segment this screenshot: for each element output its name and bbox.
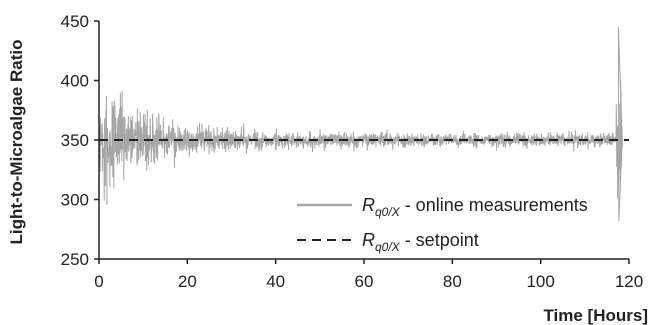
- x-tick-label: 60: [355, 272, 374, 291]
- legend-label: Rq0/X - setpoint: [362, 230, 479, 254]
- x-tick-label: 20: [178, 272, 197, 291]
- y-tick-label: 300: [61, 191, 89, 210]
- legend-item-setpoint: Rq0/X - setpoint: [297, 230, 479, 254]
- x-tick-label: 0: [94, 272, 103, 291]
- y-axis-title: Light-to-Microalgae Ratio: [7, 40, 26, 245]
- y-tick-label: 350: [61, 131, 89, 150]
- y-tick-label: 250: [61, 250, 89, 269]
- legend: Rq0/X - online measurements Rq0/X - setpo…: [297, 195, 588, 254]
- legend-item-measurements: Rq0/X - online measurements: [297, 195, 588, 219]
- axes: 250 300 350 400 450 0 20 40 60 80 100 120 Time [Hour…: [7, 12, 648, 325]
- x-axis-title: Time [Hours]: [543, 306, 648, 325]
- measurement-series: [98, 26, 623, 221]
- x-tick-label: 40: [266, 272, 285, 291]
- y-tick-label: 400: [61, 72, 89, 91]
- legend-label: Rq0/X - online measurements: [362, 195, 588, 219]
- x-tick-label: 100: [526, 272, 554, 291]
- x-tick-label: 80: [443, 272, 462, 291]
- x-tick-label: 120: [615, 272, 643, 291]
- y-tick-label: 450: [61, 12, 89, 31]
- measurement-line: [98, 26, 623, 221]
